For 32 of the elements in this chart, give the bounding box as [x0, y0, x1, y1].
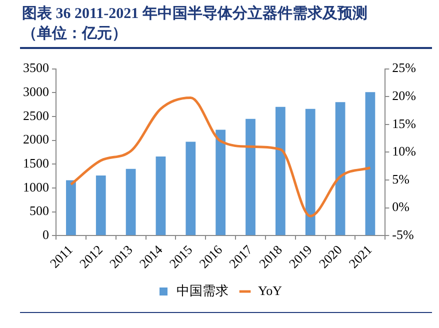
y-tick-label: 500	[30, 203, 49, 218]
y-tick-label: 1500	[23, 156, 49, 171]
chart-subtitle: （单位：亿元）	[22, 24, 128, 44]
y-tick-label: 1000	[23, 179, 49, 194]
bar	[126, 168, 136, 236]
y2-tick-label: 20%	[392, 88, 416, 104]
legend-label: YoY	[258, 282, 283, 298]
y-tick-label: 3000	[23, 84, 49, 100]
bar	[335, 102, 346, 236]
bar	[186, 142, 196, 236]
line-series	[70, 96, 372, 218]
bar	[96, 176, 106, 236]
bar	[246, 118, 256, 236]
bar	[305, 108, 316, 236]
y2-tick-label: -5%	[392, 227, 414, 242]
y-tick-label: 3500	[23, 60, 49, 76]
y2-tick-label: 10%	[392, 144, 416, 159]
y-tick-label: 2500	[23, 108, 49, 123]
bar	[216, 130, 226, 236]
bar	[156, 156, 166, 236]
y2-tick-label: 0%	[392, 199, 410, 214]
x-tick-label: 2011	[46, 242, 76, 271]
y2-tick-label: 5%	[392, 171, 410, 186]
bar	[365, 92, 376, 236]
chart-title: 图表 36 2011-2021 年中国半导体分立器件需求及预测	[22, 4, 368, 24]
y2-tick-label: 25%	[392, 60, 416, 76]
y-tick-label: 2000	[23, 132, 49, 147]
bar	[275, 106, 286, 236]
legend-label: 中国需求	[176, 282, 229, 298]
y2-tick-label: 15%	[392, 116, 416, 131]
bar	[66, 180, 76, 236]
y-tick-label: 0	[42, 227, 49, 242]
